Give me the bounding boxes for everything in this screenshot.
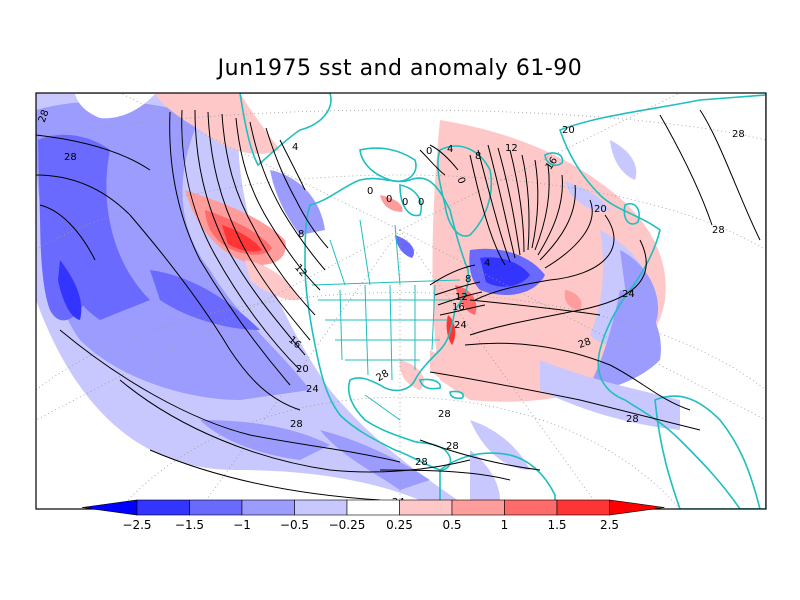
- contour-label: 20: [594, 204, 607, 215]
- contour-label: 0: [402, 197, 408, 208]
- contour-label: 28: [577, 336, 593, 351]
- contour-label: 12: [455, 292, 468, 303]
- colorbar: −2.5 −1.5 −1 −0.5 −0.25 0.25 0.5 1 1.5 2.5: [81, 499, 665, 532]
- contour-label: 0: [426, 146, 432, 157]
- contour-label: 4: [447, 144, 453, 155]
- contour-label: 12: [505, 143, 518, 154]
- colorbar-swatch: [451, 499, 505, 516]
- colorbar-swatch: [294, 499, 348, 516]
- contour-label: 28: [64, 152, 77, 163]
- map-title: Jun1975 sst and anomaly 61-90: [217, 56, 583, 81]
- contour-label: 28: [37, 108, 52, 124]
- colorbar-arrow-left: [81, 499, 138, 516]
- contour-label: 20: [562, 125, 575, 136]
- anomaly-shading: [36, 93, 680, 509]
- contour-label: 24: [454, 320, 467, 331]
- contour-label: 24: [622, 289, 635, 300]
- contour-label: 28: [438, 409, 451, 420]
- colorbar-label: 0.5: [442, 518, 461, 532]
- colorbar-label: 1: [501, 518, 509, 532]
- contour-label: 28: [712, 225, 725, 236]
- colorbar-label: 1.5: [547, 518, 566, 532]
- contour-label: 8: [475, 151, 481, 162]
- contour-label: 28: [732, 129, 745, 140]
- contour-label: 0: [418, 197, 424, 208]
- political-borders: [311, 219, 461, 421]
- contour-label: 20: [296, 364, 309, 375]
- contour-label: 16: [452, 302, 465, 313]
- colorbar-swatch: [241, 499, 295, 516]
- contour-label: 0: [367, 186, 373, 197]
- contour-label: 0: [454, 176, 467, 186]
- colorbar-label: −0.5: [280, 518, 309, 532]
- contour-label: 28: [415, 457, 428, 468]
- colorbar-swatch: [346, 499, 400, 516]
- contour-label: 4: [292, 142, 298, 153]
- colorbar-label: −0.25: [329, 518, 366, 532]
- colorbar-label: −1.5: [175, 518, 204, 532]
- colorbar-arrow-right: [609, 499, 665, 516]
- land: [239, 93, 766, 509]
- contour-label: 28: [446, 441, 459, 452]
- colorbar-swatch: [556, 499, 610, 516]
- colorbar-swatch: [189, 499, 243, 516]
- graticule: [36, 93, 766, 509]
- colorbar-label: −1: [233, 518, 251, 532]
- contour-label: 4: [484, 258, 490, 269]
- contour-label: 8: [298, 229, 304, 240]
- contour-label: 28: [626, 414, 639, 425]
- contour-labels: 28 28 4 8 12 16 20 24 28 28 28 28 28 24 …: [37, 108, 745, 508]
- colorbar-swatch: [399, 499, 453, 516]
- contour-label: 8: [465, 274, 471, 285]
- contour-label: 0: [386, 194, 392, 205]
- contour-label: 12: [292, 262, 309, 279]
- contour-label: 28: [290, 419, 303, 430]
- sst-contours: [36, 109, 761, 501]
- colorbar-swatch: [136, 499, 190, 516]
- colorbar-label: 0.25: [386, 518, 413, 532]
- colorbar-label: −2.5: [122, 518, 151, 532]
- contour-label: 28: [375, 368, 392, 384]
- contour-label: 24: [306, 384, 319, 395]
- colorbar-label: 2.5: [600, 518, 619, 532]
- colorbar-swatch: [504, 499, 558, 516]
